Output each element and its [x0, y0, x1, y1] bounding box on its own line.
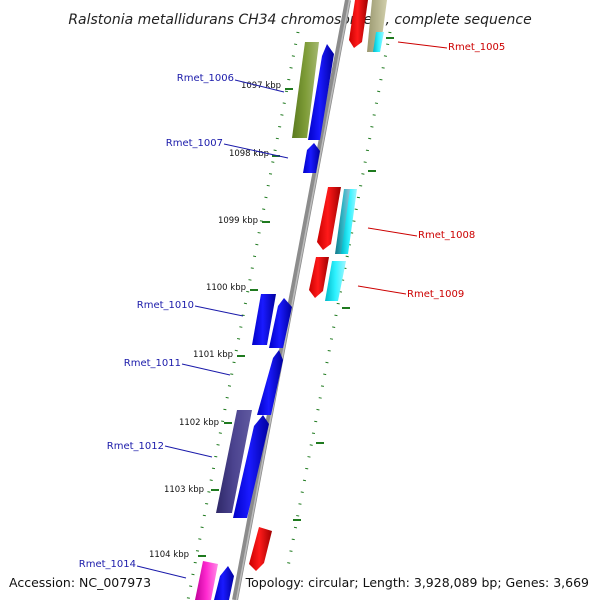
- leader-rmet-1014: [136, 565, 187, 579]
- gene-rmet-1007[interactable]: [303, 143, 320, 173]
- gene-reverse-bottom[interactable]: [249, 527, 272, 571]
- gene-label-rmet-1005[interactable]: Rmet_1005: [448, 42, 505, 53]
- gene-label-rmet-1010[interactable]: Rmet_1010: [137, 300, 194, 311]
- map-title: Ralstonia metallidurans CH34 chromosome …: [68, 12, 531, 28]
- ruler-label: 1103 kbp: [164, 485, 204, 495]
- gene-rmet-1006-olive[interactable]: [292, 42, 319, 138]
- ruler-label: 1101 kbp: [193, 350, 233, 360]
- gene-rmet-1008[interactable]: [317, 187, 341, 250]
- gene-rmet-1008-cyan[interactable]: [341, 189, 357, 254]
- gene-rmet-1008-teal[interactable]: [335, 189, 351, 254]
- ruler-label: 1100 kbp: [206, 283, 246, 293]
- gene-rmet-1005[interactable]: [349, 0, 368, 48]
- leader-rmet-1007: [223, 143, 289, 159]
- leader-rmet-1005: [397, 41, 448, 49]
- forward-strand-ruler: [186, 31, 300, 600]
- leader-rmet-1006: [234, 79, 285, 93]
- ruler-label: 1102 kbp: [179, 418, 219, 428]
- gene-label-rmet-1009[interactable]: Rmet_1009: [407, 289, 464, 300]
- gene-label-rmet-1007[interactable]: Rmet_1007: [166, 138, 223, 149]
- gene-rmet-1009[interactable]: [309, 257, 329, 298]
- gene-label-rmet-1014[interactable]: Rmet_1014: [79, 559, 136, 570]
- gene-label-rmet-1006[interactable]: Rmet_1006: [177, 73, 234, 84]
- label-leaders: [136, 41, 448, 579]
- accession-text: Accession: NC_007973: [9, 575, 151, 590]
- gene-rmet-1010[interactable]: [252, 294, 276, 345]
- gene-label-rmet-1012[interactable]: Rmet_1012: [107, 441, 164, 452]
- ruler-major-ticks: [198, 37, 394, 557]
- gene-label-rmet-1008[interactable]: Rmet_1008: [418, 230, 475, 241]
- leader-rmet-1010: [194, 305, 244, 317]
- gene-rmet-1014[interactable]: [214, 566, 234, 600]
- leader-rmet-1011: [181, 363, 231, 376]
- ruler-label: 1099 kbp: [218, 216, 258, 226]
- ruler-label: 1104 kbp: [149, 550, 189, 560]
- gene-rmet-1010-second[interactable]: [269, 298, 292, 348]
- gene-features: [195, 0, 387, 600]
- topology-text: Topology: circular; Length: 3,928,089 bp…: [245, 575, 589, 590]
- chromosome-backbone: [232, 0, 351, 600]
- gene-rmet-1012[interactable]: [233, 415, 269, 518]
- leader-rmet-1009: [357, 285, 407, 295]
- chromosome-backbone-highlight: [235, 0, 351, 600]
- gene-label-rmet-1011[interactable]: Rmet_1011: [124, 358, 181, 369]
- gene-rmet-1005-cyan[interactable]: [373, 32, 384, 52]
- gene-rmet-1014-magenta[interactable]: [195, 561, 218, 600]
- leader-rmet-1012: [164, 445, 213, 458]
- gene-rmet-1006[interactable]: [308, 44, 334, 140]
- gene-rmet-1011[interactable]: [257, 350, 283, 415]
- gene-rmet-1009-cyan[interactable]: [325, 261, 346, 301]
- leader-rmet-1008: [367, 227, 418, 237]
- gene-rmet-1005-neighbor[interactable]: [367, 0, 387, 52]
- ruler-label: 1098 kbp: [229, 149, 269, 159]
- gene-rmet-1012-purple[interactable]: [216, 410, 252, 513]
